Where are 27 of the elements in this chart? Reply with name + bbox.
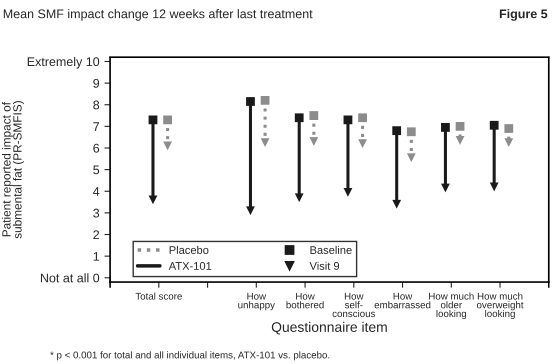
y-axis-title: Patient reported impact of submental fat (PR-SMFIS)	[2, 101, 24, 239]
text: * p < 0.001 for total and all individual items, ATX-101 vs. placebo.	[50, 351, 330, 360]
chart-title: Figure 5	[500, 9, 548, 21]
y-tick-label: 6	[93, 144, 100, 153]
x-tick-label: How much older looking	[429, 292, 474, 319]
y-tick-label: 9	[93, 78, 100, 88]
y-tick-label: 1	[94, 252, 100, 261]
y-tick-label: Not at all 0	[40, 273, 100, 282]
x-tick-label: How embarrassed	[374, 292, 430, 308]
y-tick-label: 8	[93, 100, 100, 110]
legend-label: Placebo	[170, 246, 208, 254]
legend-label: Baseline	[310, 246, 352, 254]
x-axis-title: Questionnaire item	[272, 322, 387, 334]
annotation: Visit 9	[310, 262, 340, 270]
x-tick-label: Total score	[136, 292, 182, 300]
y-tick-label: 4	[93, 187, 100, 196]
y-tick-label: 7	[93, 122, 100, 131]
x-tick-label: How bothered	[286, 292, 324, 308]
x-tick-label: How much overweight looking	[476, 292, 524, 319]
y-tick-label: 5	[93, 166, 100, 174]
y-tick-label: Extremely 10	[28, 56, 100, 69]
y-tick-label: 2	[93, 230, 100, 240]
x-tick-label: How unhappy	[238, 292, 275, 310]
chart-subtitle: Mean SMF impact change 12 weeks after last treatment	[4, 9, 313, 21]
x-tick-label: How self- conscious	[332, 292, 376, 318]
y-tick-label: 3	[93, 208, 100, 218]
legend-label: ATX-101	[168, 262, 212, 270]
